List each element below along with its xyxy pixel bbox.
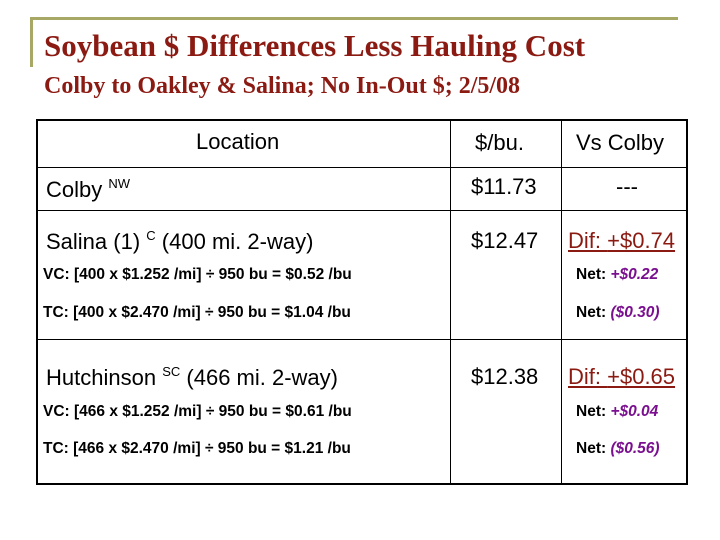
hutchinson-variable-cost: VC: [466 x $1.252 /mi] ÷ 950 bu = $0.61 … [43, 403, 352, 420]
salina-price: $12.47 [471, 228, 539, 253]
salina-tc-net: Net: ($0.30) [576, 304, 660, 322]
hutchinson-total-cost: TC: [466 x $2.470 /mi] ÷ 950 bu = $1.21 … [43, 440, 351, 457]
salina-total-cost: TC: [400 x $2.470 /mi] ÷ 950 bu = $1.04 … [43, 304, 351, 321]
salina-vc-net: Net: +$0.22 [576, 266, 658, 284]
colby-region-tag: NW [108, 176, 131, 191]
salina-tc-net-label: Net: [576, 304, 607, 321]
salina-distance: (400 mi. 2-way) [161, 229, 314, 254]
header-divider [38, 167, 686, 168]
row-divider-1 [38, 210, 686, 211]
hutchinson-tc-net: Net: ($0.56) [576, 440, 660, 458]
salina-tc-net-value: ($0.30) [610, 304, 660, 321]
col-divider-1 [450, 121, 451, 483]
hutchinson-dif-label: Dif: [568, 364, 601, 389]
salina-vc-net-value: +$0.22 [610, 266, 659, 283]
colby-vs: --- [616, 174, 638, 199]
hutchinson-tc-net-value: ($0.56) [610, 440, 660, 457]
hutchinson-vc-net-value: +$0.04 [610, 403, 659, 420]
hutchinson-price: $12.38 [471, 364, 539, 389]
hutchinson-vc-net: Net: +$0.04 [576, 403, 658, 421]
hutchinson-name: Hutchinson [46, 365, 157, 390]
salina-variable-cost: VC: [400 x $1.252 /mi] ÷ 950 bu = $0.52 … [43, 266, 352, 283]
header-price: $/bu. [475, 130, 524, 155]
hutchinson-distance: (466 mi. 2-way) [186, 365, 338, 390]
colby-location: Colby NW [46, 176, 130, 203]
colby-price: $11.73 [471, 174, 537, 199]
salina-region-tag: C [146, 228, 156, 243]
salina-difference: Dif: +$0.74 [568, 228, 675, 254]
salina-name: Salina (1) [46, 229, 141, 254]
frame-left-rule [30, 17, 33, 67]
salina-vc-net-label: Net: [576, 266, 607, 283]
salina-dif-label: Dif: [568, 228, 601, 253]
row-divider-2 [38, 339, 686, 340]
slide-title: Soybean $ Differences Less Hauling Cost [44, 28, 586, 63]
hutchinson-location: Hutchinson SC (466 mi. 2-way) [46, 364, 338, 391]
header-vs-colby: Vs Colby [576, 130, 665, 155]
salina-location: Salina (1) C (400 mi. 2-way) [46, 228, 313, 255]
colby-name: Colby [46, 177, 103, 202]
frame-top-rule [30, 17, 678, 20]
hutchinson-vc-net-label: Net: [576, 403, 607, 420]
salina-dif-value: +$0.74 [607, 228, 676, 253]
hutchinson-difference: Dif: +$0.65 [568, 364, 675, 390]
hutchinson-region-tag: SC [162, 364, 181, 379]
col-divider-2 [561, 121, 562, 483]
header-location: Location [196, 129, 280, 154]
price-table: Location $/bu. Vs Colby Colby NW $11.73 … [36, 119, 688, 485]
hutchinson-tc-net-label: Net: [576, 440, 607, 457]
hutchinson-dif-value: +$0.65 [607, 364, 676, 389]
slide-subtitle: Colby to Oakley & Salina; No In-Out $; 2… [44, 73, 521, 99]
